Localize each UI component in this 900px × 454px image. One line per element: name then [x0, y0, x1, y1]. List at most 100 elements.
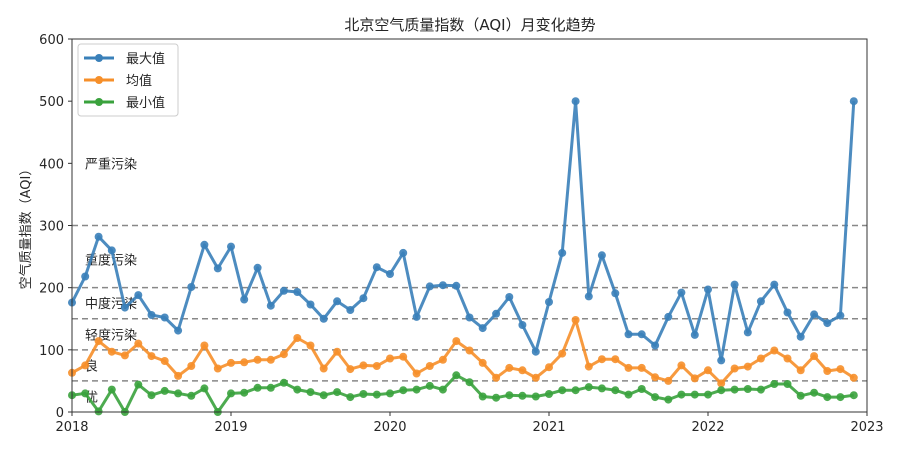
data-point — [187, 362, 196, 370]
data-point — [134, 291, 143, 300]
data-point — [730, 364, 739, 373]
y-axis-label: 空气质量指数（AQI） — [18, 163, 34, 290]
y-tick-label: 300 — [39, 220, 64, 235]
data-point — [386, 389, 394, 398]
data-point — [505, 391, 514, 400]
data-point — [174, 389, 183, 398]
data-point — [704, 366, 712, 375]
data-point — [611, 355, 620, 364]
data-point — [823, 367, 832, 375]
data-point — [597, 251, 606, 260]
data-point — [730, 280, 739, 289]
data-point — [743, 385, 752, 393]
data-point — [597, 355, 606, 364]
data-point — [624, 390, 633, 399]
data-point — [796, 332, 805, 341]
data-point — [279, 286, 288, 295]
data-point — [306, 388, 315, 397]
data-point — [293, 288, 302, 296]
data-point — [147, 311, 156, 319]
data-point — [174, 371, 183, 380]
x-axis: 2018 2019 2020 2021 2022 2023 — [55, 412, 884, 435]
data-point — [346, 306, 355, 314]
data-point — [94, 407, 103, 416]
data-point — [796, 391, 805, 400]
data-point — [478, 358, 487, 367]
data-point — [107, 347, 116, 356]
x-tick-label: 2018 — [55, 420, 88, 435]
data-point — [571, 316, 580, 324]
chart-title: 北京空气质量指数（AQI）月变化趋势 — [344, 16, 595, 34]
data-point — [81, 361, 90, 370]
data-point — [319, 364, 328, 373]
x-tick-label: 2023 — [850, 420, 883, 435]
data-point — [465, 346, 474, 355]
data-point — [584, 383, 593, 392]
data-point — [240, 388, 249, 397]
data-point — [187, 391, 196, 400]
data-point — [438, 355, 447, 364]
data-point — [651, 341, 660, 350]
data-point — [611, 386, 620, 395]
data-point — [306, 300, 315, 309]
data-point — [531, 373, 540, 382]
data-point — [730, 385, 739, 394]
data-point — [478, 392, 487, 401]
data-point — [849, 97, 858, 106]
legend-marker — [95, 98, 103, 106]
data-point — [359, 294, 368, 303]
data-point — [120, 303, 129, 312]
data-point — [346, 393, 355, 402]
level-label: 重度污染 — [85, 253, 137, 269]
data-point — [492, 373, 501, 382]
data-point — [120, 351, 129, 360]
data-point — [213, 264, 222, 273]
data-point — [690, 390, 699, 399]
x-tick-label: 2019 — [214, 420, 247, 435]
data-point — [452, 337, 461, 346]
data-point — [571, 386, 580, 395]
x-tick-label: 2020 — [373, 420, 406, 435]
data-point — [717, 379, 726, 388]
x-tick-label: 2022 — [691, 420, 724, 435]
data-point — [810, 352, 819, 361]
y-tick-label: 500 — [39, 95, 64, 110]
data-point — [677, 361, 686, 370]
level-label: 严重污染 — [85, 156, 137, 172]
y-axis: 0 100 200 300 400 500 600 — [39, 33, 72, 421]
data-point — [558, 349, 567, 358]
data-point — [677, 390, 686, 399]
y-tick-label: 0 — [56, 406, 64, 421]
data-point — [160, 357, 169, 365]
data-point — [783, 380, 792, 388]
data-point — [836, 393, 845, 402]
data-point — [664, 395, 673, 404]
data-point — [227, 358, 235, 367]
data-point — [452, 281, 461, 290]
data-point — [571, 97, 580, 106]
data-point — [651, 373, 660, 382]
data-point — [624, 363, 633, 372]
legend-marker — [95, 76, 103, 84]
data-point — [227, 242, 235, 251]
data-point — [584, 362, 593, 371]
data-point — [147, 391, 156, 400]
data-point — [266, 383, 275, 392]
data-point — [783, 354, 792, 363]
data-point — [637, 330, 646, 339]
data-point — [545, 298, 553, 306]
data-point — [200, 240, 209, 249]
data-point — [200, 341, 209, 350]
data-point — [412, 369, 421, 378]
data-point — [346, 365, 355, 374]
data-point — [160, 313, 169, 322]
data-point — [94, 337, 103, 346]
data-point — [558, 248, 567, 257]
data-point — [717, 356, 726, 365]
data-point — [81, 272, 90, 281]
data-point — [399, 248, 408, 257]
data-point — [134, 380, 143, 389]
